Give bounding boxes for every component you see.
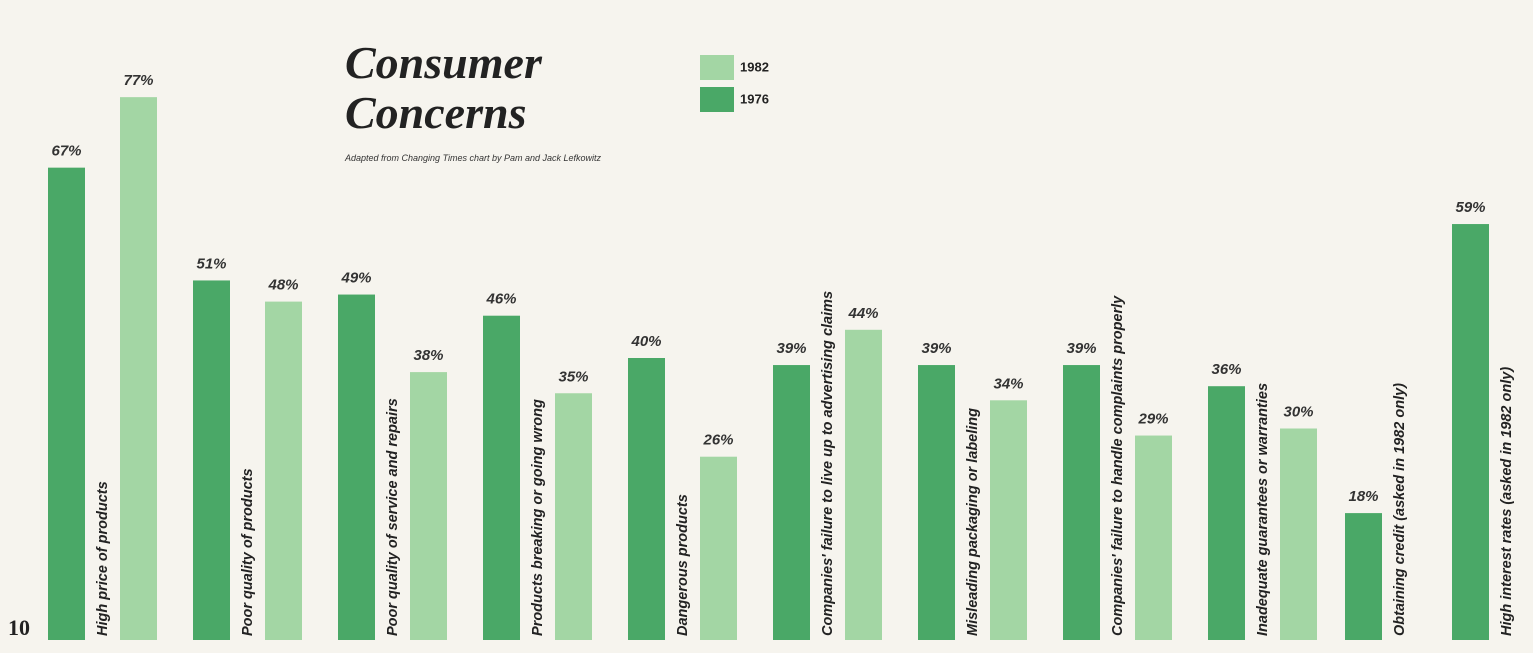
category-label: High price of products xyxy=(95,481,111,636)
value-label: 46% xyxy=(485,291,516,308)
bar xyxy=(555,393,592,640)
bar xyxy=(120,97,157,640)
legend-swatch xyxy=(700,55,734,80)
bar xyxy=(700,456,737,640)
category-label: High interest rates (asked in 1982 only) xyxy=(1499,367,1515,636)
value-label: 44% xyxy=(847,305,878,322)
value-label: 39% xyxy=(921,340,951,357)
value-label: 77% xyxy=(123,72,153,89)
legend-label: 1976 xyxy=(740,91,769,106)
bar xyxy=(410,372,447,640)
bar xyxy=(990,400,1027,640)
bar xyxy=(1208,386,1245,640)
bar xyxy=(265,301,302,640)
bar xyxy=(483,315,520,640)
value-label: 34% xyxy=(993,375,1023,392)
value-label: 40% xyxy=(630,333,661,350)
value-label: 36% xyxy=(1211,361,1241,378)
bar xyxy=(1063,365,1100,640)
bar xyxy=(1280,428,1317,640)
subtitle: Adapted from Changing Times chart by Pam… xyxy=(345,153,602,163)
bar xyxy=(1452,224,1489,641)
category-label: Poor quality of service and repairs xyxy=(385,398,401,636)
value-label: 38% xyxy=(413,347,443,364)
category-label: Products breaking or going wrong xyxy=(530,399,546,636)
category-label: Dangerous products xyxy=(675,494,691,636)
bar xyxy=(193,280,230,640)
category-label: Obtaining credit (asked in 1982 only) xyxy=(1392,383,1408,636)
value-label: 26% xyxy=(702,432,733,449)
value-label: 35% xyxy=(558,368,588,385)
bar xyxy=(845,329,882,640)
value-label: 18% xyxy=(1348,488,1378,505)
value-label: 39% xyxy=(776,340,806,357)
value-label: 51% xyxy=(196,255,226,272)
category-label: Companies' failure to live up to adverti… xyxy=(820,291,836,636)
bar xyxy=(628,358,665,640)
category-label: Poor quality of products xyxy=(240,468,256,636)
legend-label: 1982 xyxy=(740,59,769,74)
value-label: 39% xyxy=(1066,340,1096,357)
bar xyxy=(338,294,375,640)
value-label: 59% xyxy=(1455,199,1485,216)
bar xyxy=(1135,435,1172,640)
value-label: 48% xyxy=(267,277,298,294)
page-number: 10 xyxy=(8,615,30,640)
bar xyxy=(1345,513,1382,640)
category-label: Misleading packaging or labeling xyxy=(965,408,981,636)
chart-title: Consumer Concerns xyxy=(345,37,542,138)
legend-swatch xyxy=(700,87,734,112)
value-label: 49% xyxy=(340,270,371,287)
bar xyxy=(918,365,955,640)
category-label: Inadequate guarantees or warranties xyxy=(1255,383,1271,636)
bar xyxy=(48,167,85,640)
value-label: 30% xyxy=(1283,404,1313,421)
bar xyxy=(773,365,810,640)
value-label: 29% xyxy=(1137,411,1168,428)
category-label: Companies' failure to handle complaints … xyxy=(1110,295,1126,636)
value-label: 67% xyxy=(51,143,81,160)
